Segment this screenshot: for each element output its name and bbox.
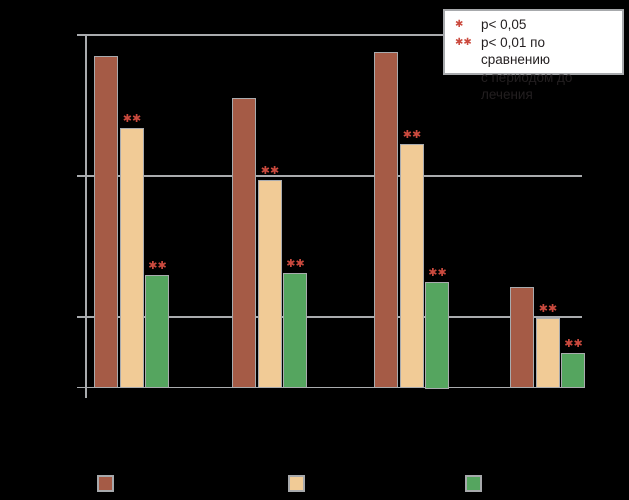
significance-marks: ✱✱ (148, 258, 167, 272)
y-axis-line (85, 35, 87, 398)
bar-brown-group-3 (374, 51, 398, 389)
y-axis-tick (77, 316, 87, 318)
significance-marks: ✱✱ (260, 163, 280, 177)
significance-marks: ✱✱ (402, 127, 422, 141)
gridline (86, 175, 582, 177)
significance-marks: ✱✱ (428, 265, 447, 279)
bar-tan-group-1 (119, 128, 144, 389)
significance-marks: ✱✱ (286, 257, 305, 271)
legend-label: p< 0,05 (481, 17, 527, 32)
significance-marks: ✱✱ (538, 301, 558, 315)
swatch-brown (97, 475, 114, 492)
swatch-green (465, 475, 482, 492)
gridline (86, 34, 582, 36)
bar-brown-group-1 (94, 56, 118, 389)
significance-marks: ✱✱ (564, 336, 583, 350)
legend-row: ✱ p< 0,05 (455, 16, 616, 34)
significance-legend-box: ✱ p< 0,05 ✱✱ p< 0,01 по сравнению с периодом… (443, 9, 624, 102)
legend-row: ✱✱ p< 0,01 по сравнению (455, 34, 616, 69)
y-axis-tick (77, 175, 87, 177)
swatch-tan (288, 475, 305, 492)
bar-green-group-2 (283, 273, 307, 389)
x-axis-line (86, 386, 582, 389)
significance-marker-symbol: ✱ (455, 19, 464, 30)
bar-green-group-4 (561, 352, 585, 389)
gridline (86, 316, 582, 318)
bar-tan-group-4 (535, 317, 560, 389)
bar-tan-group-3 (399, 143, 424, 389)
bar-green-group-3 (425, 281, 449, 389)
y-axis-tick (77, 386, 87, 389)
legend-label: p< 0,01 по сравнению (481, 34, 551, 68)
significance-marker-symbol: ✱✱ (455, 36, 472, 48)
bar-green-group-1 (145, 274, 169, 389)
significance-marks: ✱✱ (122, 112, 142, 126)
legend-label: с периодом до лечения (481, 69, 573, 103)
bar-brown-group-4 (510, 287, 534, 389)
y-axis-tick (77, 34, 87, 36)
bar-brown-group-2 (232, 98, 256, 389)
bar-tan-group-2 (257, 179, 282, 389)
legend-row: с периодом до лечения (455, 69, 616, 104)
